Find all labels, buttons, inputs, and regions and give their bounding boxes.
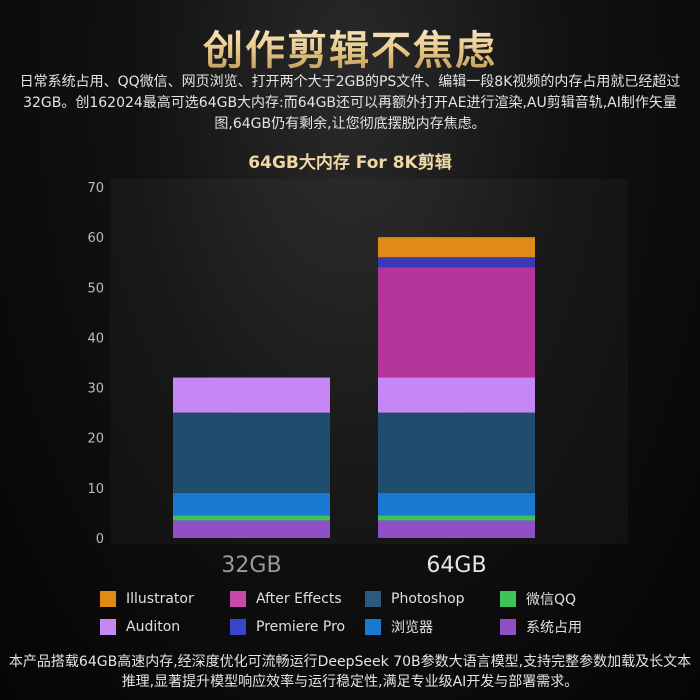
legend-label: 系统占用 xyxy=(526,620,582,636)
bar-segment-premiere-pro xyxy=(378,257,535,268)
page-title: 创作剪辑不焦虑 xyxy=(0,18,700,76)
legend-item-premiere-pro: Premiere Pro xyxy=(230,618,365,636)
legend-swatch xyxy=(230,619,246,635)
legend-label: Auditon xyxy=(126,619,181,635)
bar-segment-浏览器 xyxy=(173,492,330,516)
legend-label: 微信QQ xyxy=(526,592,577,608)
bar-segment-系统占用 xyxy=(173,520,330,538)
chart-legend: Illustrator After Effects Photoshop 微信QQ… xyxy=(100,590,620,636)
legend-label: After Effects xyxy=(256,591,342,607)
legend-label: 浏览器 xyxy=(391,620,433,636)
legend-swatch xyxy=(100,591,116,607)
legend-item-photoshop: Photoshop xyxy=(365,590,500,608)
y-tick-label: 50 xyxy=(87,281,104,296)
bar-segment-系统占用 xyxy=(378,520,535,538)
y-tick-label: 20 xyxy=(87,432,104,447)
bar-segment-微信qq xyxy=(378,515,535,521)
legend-swatch xyxy=(500,619,516,635)
bar-segment-after-effects xyxy=(378,267,535,378)
intro-text: 日常系统占用、QQ微信、网页浏览、打开两个大于2GB的PS文件、编辑一段8K视频… xyxy=(19,74,681,132)
bar-segment-auditon xyxy=(173,377,330,413)
legend-item-after-effects: After Effects xyxy=(230,590,365,608)
bar-segment-微信qq xyxy=(173,515,330,521)
x-tick-label: 64GB xyxy=(426,553,486,578)
bar-segment-auditon xyxy=(378,377,535,413)
legend-item-illustrator: Illustrator xyxy=(100,590,230,608)
legend-item-browser: 浏览器 xyxy=(365,618,500,636)
bar-segment-illustrator xyxy=(378,237,535,258)
legend-swatch xyxy=(365,619,381,635)
footer-text: 本产品搭载64GB高速内存,经深度优化可流畅运行DeepSeek 70B参数大语… xyxy=(8,654,692,690)
bar-segment-浏览器 xyxy=(378,492,535,516)
legend-item-wechat-qq: 微信QQ xyxy=(500,590,620,608)
stacked-bar-chart: 0 10 20 30 40 50 60 70 32GB 64GB xyxy=(87,181,535,578)
y-tick-label: 10 xyxy=(87,482,104,497)
chart-title: 64GB大内存 For 8K剪辑 xyxy=(248,153,452,173)
legend-label: Premiere Pro xyxy=(256,619,346,635)
legend-label: Photoshop xyxy=(391,591,465,607)
legend-item-audition: Auditon xyxy=(100,618,230,636)
y-tick-label: 70 xyxy=(87,181,104,196)
legend-swatch xyxy=(230,591,246,607)
legend-label: Illustrator xyxy=(126,591,194,607)
legend-item-system: 系统占用 xyxy=(500,618,620,636)
legend-swatch xyxy=(365,591,381,607)
y-tick-label: 0 xyxy=(96,532,104,547)
y-tick-label: 60 xyxy=(87,231,104,246)
legend-swatch xyxy=(100,619,116,635)
legend-swatch xyxy=(500,591,516,607)
x-tick-label: 32GB xyxy=(221,553,281,578)
y-tick-label: 30 xyxy=(87,382,104,397)
y-tick-label: 40 xyxy=(87,331,104,346)
bar-segment-photoshop xyxy=(173,412,330,493)
bar-segment-photoshop xyxy=(378,412,535,493)
